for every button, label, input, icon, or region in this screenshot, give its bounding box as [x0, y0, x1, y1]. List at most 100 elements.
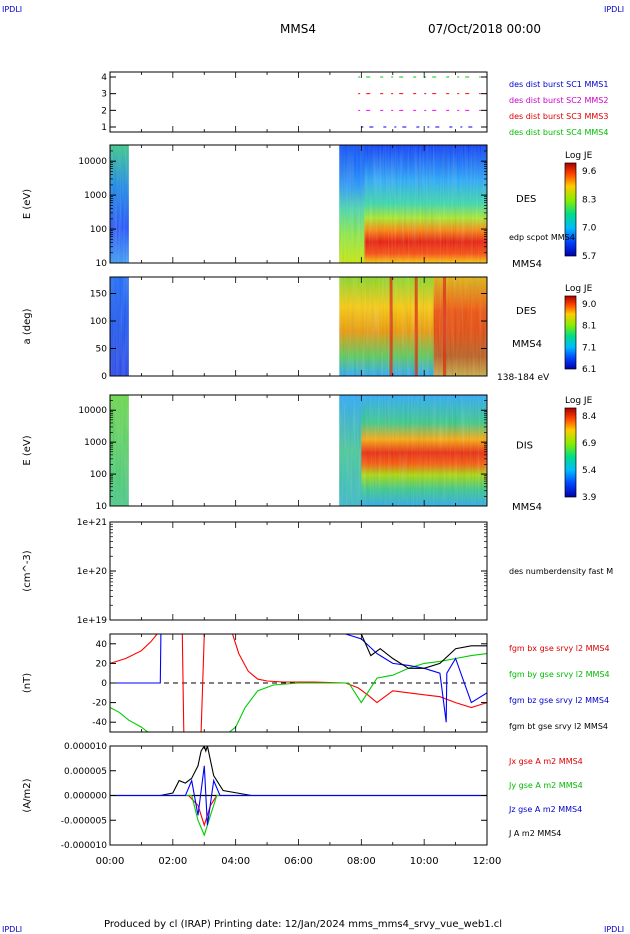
panel7-legend-entry: Jx gse A m2 MMS4 [508, 757, 583, 766]
panel3-colorbar-tick: 8.1 [582, 322, 596, 332]
panel2-label: DES [516, 194, 536, 205]
spacecraft-title: MMS4 [280, 22, 316, 36]
time-axis-tick-label: 04:00 [221, 856, 250, 867]
time-axis-tick-label: 08:00 [347, 856, 376, 867]
panel4-colorbar-tick: 3.9 [582, 493, 597, 503]
panel4-heat-texture-early [110, 395, 129, 506]
panel3-colorbar-title: Log JE [565, 284, 593, 294]
corner-label-bottom-left: IPDLI [2, 925, 23, 934]
panel6-series-bx [110, 634, 487, 732]
panel2-heat-texture-early [110, 145, 129, 263]
time-axis-tick-label: 06:00 [284, 856, 313, 867]
panel7-ytick-label: -0.000010 [61, 841, 107, 851]
panel3-ytick-label: 150 [90, 290, 107, 300]
footer-credit: Produced by cl (IRAP) Printing date: 12/… [104, 919, 503, 930]
panel7-series-Jx [110, 794, 487, 828]
panel2-bottom-label: MMS4 [512, 259, 542, 270]
panel4-label: DIS [516, 441, 533, 452]
line-layer [110, 76, 487, 837]
panel5-label: des numberdensity fast M [509, 567, 613, 576]
panel7-legend-entry: Jy gse A m2 MMS4 [508, 781, 583, 790]
panel3-colorbar-tick: 9.0 [582, 300, 597, 310]
panel2-colorbar-tick: 7.0 [582, 224, 597, 234]
panel3-ytick-label: 50 [96, 345, 108, 355]
panel2-ytick-label: 10000 [78, 157, 107, 167]
panel3-label: DES [516, 306, 536, 317]
panel1-frame [109, 71, 488, 133]
panel3-heat-texture [339, 277, 487, 376]
panel6-ytick-label: -20 [92, 699, 107, 709]
panel6-series-by [110, 653, 487, 732]
panel6-legend-entry: fgm bz gse srvy l2 MMS4 [509, 696, 609, 705]
panel7-series-Jz [110, 765, 487, 826]
panel3-ylabel: a (deg) [22, 308, 33, 344]
heatmap-layer [110, 145, 487, 506]
panel1-legend-entry: des dist burst SC3 MMS3 [509, 112, 608, 121]
corner-label-top-right: IPDLI [604, 5, 625, 14]
panel6-series-bz [110, 634, 487, 723]
panel1-legend-entry: des dist burst SC4 MMS4 [509, 128, 608, 137]
panel6-ytick-label: 0 [101, 679, 107, 689]
panel3-bottom-label: 138-184 eV [497, 373, 550, 383]
panel2-colorbar-title: Log JE [565, 151, 593, 161]
panel7-legend-entry: Jz gse A m2 MMS4 [508, 805, 582, 814]
panel2-ylabel: E (eV) [22, 189, 33, 219]
panel1-legend-entry: des dist burst SC1 MMS1 [509, 80, 608, 89]
panel1-ytick-label: 2 [101, 106, 107, 116]
panel5-ytick-label: 1e+21 [77, 518, 107, 528]
panel7-series-J [110, 746, 487, 797]
panel7-legend-entry: J A m2 MMS4 [508, 829, 561, 838]
panel6-legend-entry: fgm by gse srvy l2 MMS4 [509, 670, 610, 679]
panel4-heat-texture [339, 395, 487, 506]
corner-label-top-left: IPDLI [2, 5, 23, 14]
time-axis-tick-label: 10:00 [410, 856, 439, 867]
panel7-ytick-label: 0.000000 [64, 792, 107, 802]
panel4-colorbar [564, 407, 577, 498]
panel3-heat-texture-early [110, 277, 129, 376]
panel5-ylabel: (cm^-3) [22, 550, 33, 591]
panel5-ytick-label: 1e+20 [77, 567, 108, 577]
panel6-legend-entry: fgm bx gse srvy l2 MMS4 [509, 644, 610, 653]
panel4-colorbar-tick: 6.9 [582, 439, 597, 449]
panel2-colorbar-tick: 9.6 [582, 167, 597, 177]
panel5-frame [109, 521, 488, 621]
panel3-sub-label: MMS4 [512, 339, 542, 350]
panel4-bottom-label: MMS4 [512, 502, 542, 513]
panel1-legend-entry: des dist burst SC2 MMS2 [509, 96, 608, 105]
corner-label-bottom-right: IPDLI [604, 925, 625, 934]
panel3-ytick-label: 0 [101, 372, 107, 382]
panel7-ytick-label: -0.000005 [61, 816, 107, 826]
panel2-colorbar-tick: 8.3 [582, 195, 596, 205]
panel3-colorbar-tick: 7.1 [582, 343, 596, 353]
date-title: 07/Oct/2018 00:00 [428, 22, 542, 36]
panel2-ytick-label: 100 [90, 225, 107, 235]
panel4-ytick-label: 100 [90, 470, 107, 480]
panel4-colorbar-title: Log JE [565, 396, 593, 406]
text-layer: 4 3 2 1 des dist burst SC1 MMS1 des dist burs… [22, 73, 613, 867]
panel7-series-Jy [110, 794, 487, 837]
panel7-ytick-label: 0.000005 [64, 767, 107, 777]
panel3-colorbar-tick: 6.1 [582, 365, 596, 375]
panel2-heat-texture [339, 145, 487, 263]
time-axis-tick-label: 12:00 [473, 856, 502, 867]
panel2-ytick-label: 1000 [84, 191, 107, 201]
panel2-colorbar-tick: 5.7 [582, 252, 596, 262]
panel4-ytick-label: 10 [96, 502, 108, 512]
time-axis-tick-label: 02:00 [158, 856, 187, 867]
panel7-ylabel: (A/m2) [22, 778, 33, 812]
time-axis-tick-label: 00:00 [96, 856, 125, 867]
panel6-ytick-label: 40 [96, 640, 108, 650]
panel1-ytick-label: 3 [101, 90, 107, 100]
panel3-ytick-label: 100 [90, 317, 107, 327]
panel5-ytick-label: 1e+19 [77, 616, 108, 626]
panel6-ylabel: (nT) [22, 673, 33, 693]
panel1-ytick-label: 4 [101, 73, 107, 83]
axes-layer [109, 71, 577, 846]
panel7-ytick-label: 0.000010 [64, 742, 107, 752]
panel4-ylabel: E (eV) [22, 435, 33, 465]
panel6-ytick-label: -40 [92, 718, 107, 728]
panel4-ytick-label: 10000 [78, 406, 107, 416]
panel6-ytick-label: 20 [96, 659, 108, 669]
panel3-colorbar [564, 295, 577, 370]
